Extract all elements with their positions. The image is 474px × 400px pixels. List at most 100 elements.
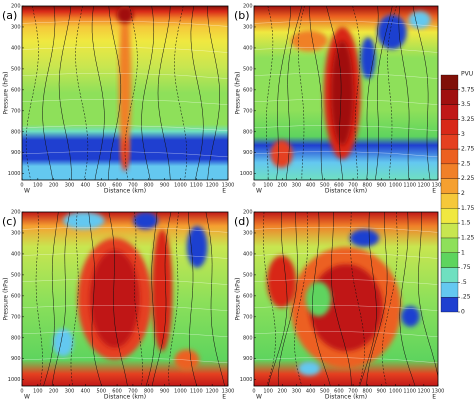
x-tick-label: 900	[160, 183, 170, 189]
x-tick-label: 0	[252, 389, 255, 395]
contour-line	[350, 212, 365, 386]
y-tick-label: 700	[243, 108, 253, 114]
x-tick-label: 900	[377, 183, 387, 189]
x-tick-label: 400	[306, 389, 316, 395]
field-region	[270, 139, 293, 168]
y-tick-label: 400	[11, 251, 21, 257]
contour-line	[133, 212, 143, 386]
y-tick-label: 1000	[8, 377, 21, 383]
x-tick-label: 100	[33, 183, 43, 189]
colorbar-tick-label: 3.5	[461, 101, 471, 108]
x-tick-label: 500	[320, 183, 330, 189]
isentrope	[254, 73, 438, 79]
x-tick-label: 300	[292, 183, 302, 189]
isentrope	[22, 279, 228, 285]
x-left-label: W	[24, 188, 30, 195]
y-tick-label: 800	[243, 335, 253, 341]
contour-line	[207, 6, 220, 180]
field-region	[118, 6, 132, 163]
contour-line	[277, 212, 298, 386]
contour-line	[88, 212, 102, 386]
field-region	[116, 6, 134, 24]
y-tick-label: 800	[11, 129, 21, 135]
contour-line	[387, 6, 397, 180]
isentrope	[22, 252, 228, 259]
isentrope	[254, 331, 438, 337]
y-tick-label: 200	[243, 210, 253, 216]
y-tick-label: 400	[243, 45, 253, 51]
colorbar-cell	[440, 252, 459, 268]
y-tick-label: 900	[243, 356, 253, 362]
contour-line	[168, 212, 179, 386]
y-tick-label: 600	[243, 87, 253, 93]
contour-line	[108, 212, 128, 386]
plot-frame	[21, 211, 229, 387]
x-tick-label: 900	[377, 389, 387, 395]
colorbar-cell	[440, 222, 459, 239]
x-tick-label: 1100	[403, 389, 416, 395]
field-region	[89, 250, 140, 348]
contour-line	[352, 6, 361, 180]
contour-line	[91, 6, 105, 180]
colorbar-cell	[440, 104, 459, 120]
x-tick-label: 200	[278, 389, 288, 395]
x-tick-label: 100	[263, 389, 273, 395]
x-tick-label: 100	[263, 183, 273, 189]
x-tick-label: 1200	[206, 183, 219, 189]
field-region	[298, 361, 321, 376]
contour-line	[25, 6, 39, 180]
x-tick-label: 800	[362, 183, 372, 189]
contour-line	[412, 6, 431, 180]
y-tick-label: 200	[11, 210, 21, 216]
field-region	[52, 328, 74, 357]
x-tick-label: 500	[320, 389, 330, 395]
isentrope	[22, 331, 228, 337]
contour-line	[141, 6, 155, 180]
isentrope	[22, 226, 228, 233]
panel-label: (d)	[234, 215, 250, 228]
x-axis-label: Distance (km)	[325, 394, 367, 400]
y-tick-label: 1000	[8, 171, 21, 177]
x-tick-label: 800	[362, 389, 372, 395]
panel-label: (a)	[2, 9, 17, 22]
x-tick-label: 600	[112, 183, 122, 189]
y-tick-label: 700	[11, 314, 21, 320]
x-tick-label: 700	[128, 183, 138, 189]
x-right-label: E	[222, 188, 226, 195]
x-tick-label: 500	[96, 389, 106, 395]
x-tick-label: 1100	[403, 183, 416, 189]
panel	[254, 6, 438, 180]
contour-line	[359, 212, 377, 386]
isentrope	[22, 357, 228, 364]
field-region	[186, 225, 208, 268]
x-tick-label: 1100	[190, 183, 203, 189]
plot-frame	[253, 211, 439, 387]
colorbar-tick-label: 3.25	[461, 116, 474, 123]
field-region	[401, 305, 420, 327]
x-tick-label: 200	[278, 183, 288, 189]
colorbar-tick-label: 1	[461, 249, 465, 256]
isentrope	[22, 73, 228, 79]
colorbar-cell	[440, 193, 459, 209]
x-right-label: E	[222, 394, 226, 400]
field-region	[408, 11, 431, 29]
isentrope	[254, 226, 438, 233]
colorbar-tick-label: 2.5	[461, 160, 471, 167]
x-left-label: W	[256, 188, 262, 195]
contour-line	[51, 212, 71, 386]
y-tick-label: 1000	[240, 171, 253, 177]
isentrope	[254, 20, 438, 27]
x-tick-label: 1000	[389, 183, 402, 189]
x-tick-label: 400	[81, 183, 91, 189]
contour-line	[267, 212, 288, 386]
x-tick-label: 600	[334, 389, 344, 395]
y-axis-label: Pressure (hPa)	[235, 277, 242, 320]
colorbar-cell	[440, 297, 459, 313]
contour-line	[330, 212, 352, 386]
panel-label: (b)	[234, 9, 250, 22]
x-tick-label: 1300	[432, 183, 445, 189]
field-region	[290, 30, 328, 52]
y-tick-label: 300	[11, 24, 21, 30]
y-tick-label: 400	[243, 251, 253, 257]
